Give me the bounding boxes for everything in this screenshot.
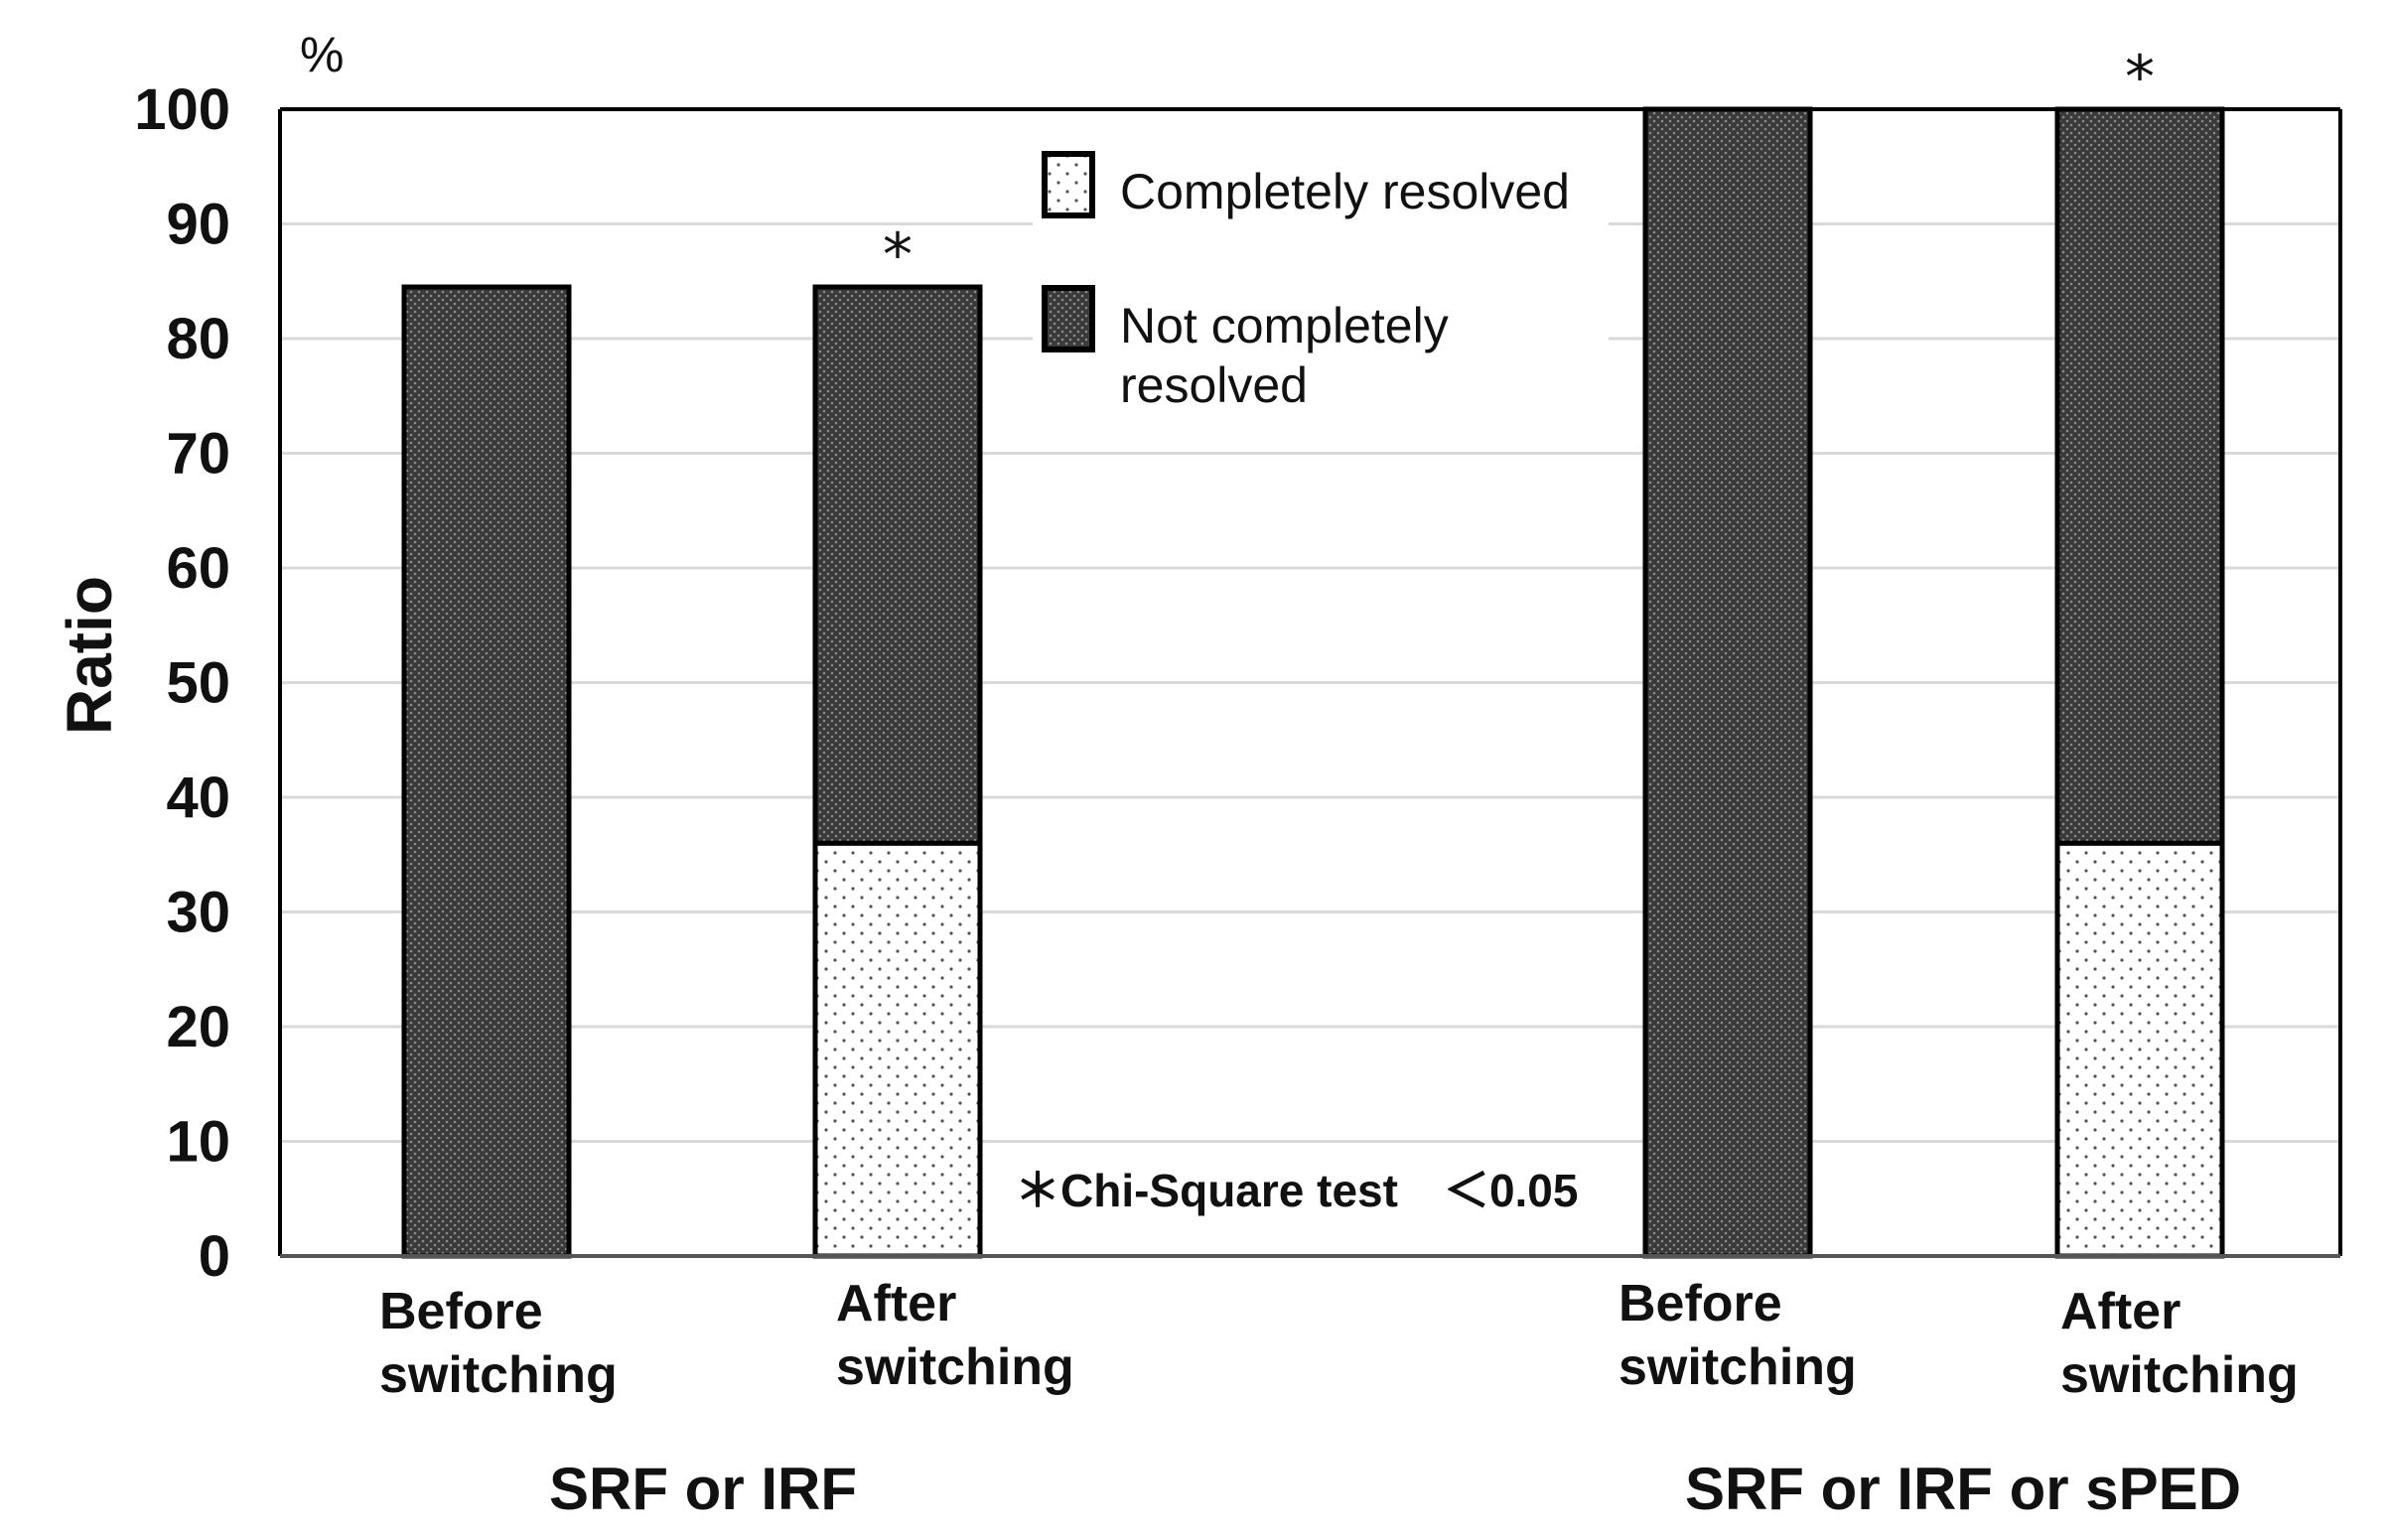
x-category-label: switching <box>1618 1338 1857 1396</box>
legend-swatch <box>1042 151 1095 218</box>
x-category-label: After <box>836 1275 956 1332</box>
y-tick-label: 70 <box>166 422 230 487</box>
x-category-label: Before <box>1618 1275 1782 1332</box>
y-tick-label: 80 <box>166 307 230 371</box>
x-category-label: switching <box>2060 1346 2299 1404</box>
significance-marker: * <box>883 220 913 290</box>
y-unit-label: % <box>300 27 344 82</box>
legend-swatch <box>1042 285 1095 352</box>
bar-segment-not-completely-resolved <box>2054 106 2225 846</box>
y-tick-label: 20 <box>166 995 230 1059</box>
y-tick-label: 100 <box>134 77 230 142</box>
bar-segment-not-completely-resolved <box>401 284 572 1259</box>
x-group-label: SRF or IRF or sPED <box>1685 1456 2241 1522</box>
x-category-label: After <box>2060 1283 2181 1340</box>
bar-segment-not-completely-resolved <box>1642 106 1813 1259</box>
significance-marker: * <box>2125 43 2155 112</box>
y-tick-label: 90 <box>166 193 230 257</box>
y-tick-label: 50 <box>166 651 230 716</box>
bar-segment-not-completely-resolved <box>812 284 983 846</box>
y-tick-label: 10 <box>166 1110 230 1175</box>
bars <box>401 106 2225 1259</box>
x-category-label: switching <box>379 1346 618 1404</box>
y-tick-label: 40 <box>166 766 230 830</box>
legend-label: Not completely <box>1120 298 1449 353</box>
x-category-label: switching <box>836 1338 1074 1396</box>
legend-label: resolved <box>1120 357 1308 413</box>
bar-segment-completely-resolved <box>812 840 983 1259</box>
x-category-label: Before <box>379 1283 543 1340</box>
significance-note: ＊Chi-Square test ＜0.05 <box>1015 1165 1578 1216</box>
y-axis-label: Ratio <box>54 576 125 735</box>
x-group-label: SRF or IRF <box>549 1456 857 1522</box>
y-tick-label: 60 <box>166 536 230 601</box>
legend-label: Completely resolved <box>1120 164 1570 219</box>
plot-frame <box>278 107 2342 1258</box>
legend-background <box>1033 154 1609 417</box>
y-tick-label: 30 <box>166 881 230 945</box>
y-tick-label: 0 <box>199 1224 230 1289</box>
labels: 0 10 20 30 40 50 60 70 80 90 100 Completely resolve… <box>54 27 2299 1522</box>
bar-segment-completely-resolved <box>2054 840 2225 1259</box>
